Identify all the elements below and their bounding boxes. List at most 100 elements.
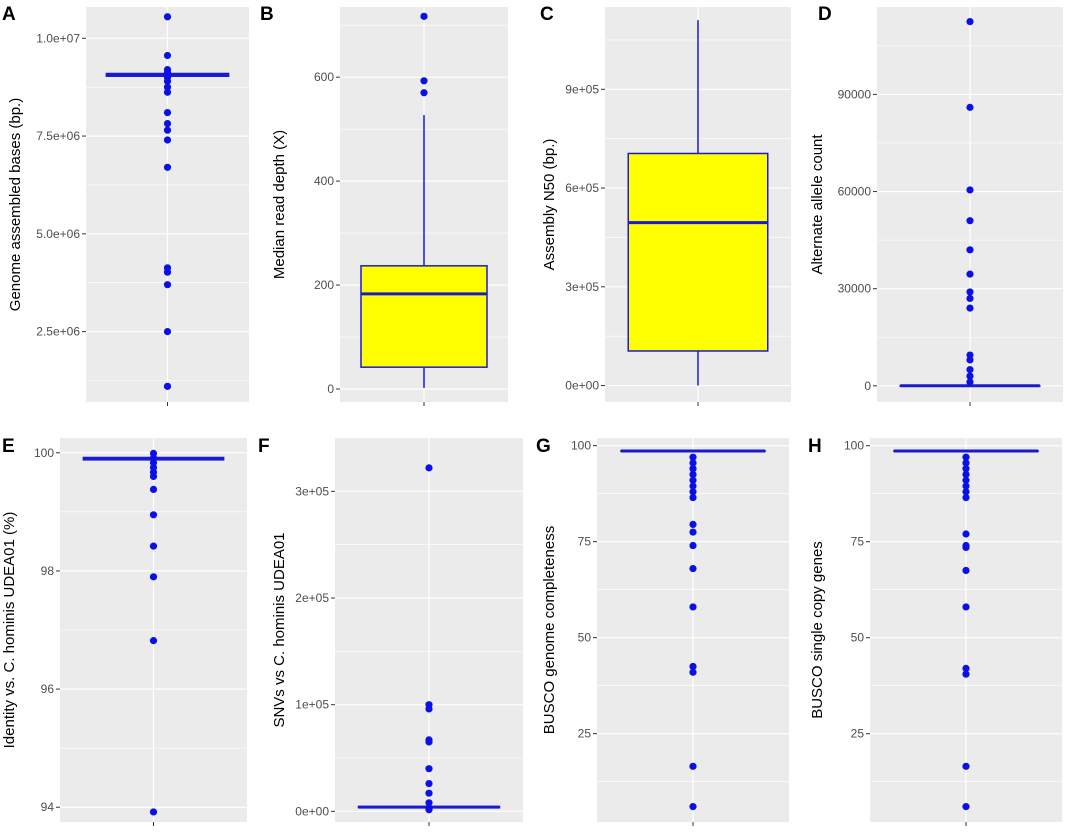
outlier-point [163, 281, 172, 289]
outlier-point [689, 662, 697, 671]
outlier-point [966, 294, 974, 302]
y-tick-label: 100 [844, 439, 864, 453]
outlier-point [962, 470, 970, 479]
outlier-point [966, 270, 974, 278]
y-tick-label: 90000 [838, 87, 872, 101]
outlier-point [163, 77, 172, 85]
panel-b: 0 200 400 600 Median read depth (X) B [260, 4, 508, 406]
outlier-point [163, 13, 172, 21]
outlier-point [420, 89, 428, 97]
outlier-point [149, 542, 158, 550]
panel-d: 0 30000 60000 90000 Alternate allele count D [809, 4, 1063, 406]
outlier-point [966, 17, 974, 26]
y-axis-title: Identity vs. C. hominis UDEA01 (%) [1, 512, 18, 749]
outlier-point [966, 356, 974, 364]
panel-a: 2.5e+06 5.0e+06 7.5e+06 1.0e+07 Genome assem… [2, 4, 249, 406]
outlier-point [425, 780, 433, 788]
y-axis-title: BUSCO genome completeness [541, 526, 558, 734]
outlier-point [962, 459, 970, 467]
y-tick-label: 0e+00 [565, 379, 599, 393]
outlier-point [163, 88, 172, 96]
outlier-point [689, 453, 697, 461]
outlier-point [689, 668, 697, 676]
panel-letter: B [260, 4, 274, 25]
outlier-point [962, 543, 970, 552]
panel-letter: C [540, 4, 554, 25]
y-tick-label: 75 [851, 535, 865, 549]
outlier-point [420, 77, 428, 85]
y-tick-label: 3e+05 [565, 280, 599, 294]
y-tick-label: 0e+00 [295, 804, 329, 818]
outlier-point [962, 493, 970, 502]
outlier-point [163, 108, 172, 117]
y-tick-label: 50 [578, 631, 592, 645]
outlier-point [425, 765, 433, 773]
outlier-point [962, 803, 970, 811]
panel-letter: A [2, 4, 16, 25]
outlier-point [966, 378, 974, 386]
y-tick-label: 2.5e+06 [36, 325, 80, 339]
outlier-point [689, 465, 697, 473]
y-tick-label: 9e+05 [565, 82, 599, 96]
y-tick-label: 0 [327, 382, 334, 396]
outlier-point [689, 762, 697, 770]
outlier-point [689, 493, 697, 502]
outlier-point [966, 304, 974, 312]
panel-e: 94 96 98 100 Identity vs. C. hominis UDEA01 … [1, 436, 247, 826]
outlier-point [966, 366, 974, 374]
outlier-point [163, 136, 172, 144]
y-tick-label: 30000 [838, 282, 872, 296]
outlier-point [962, 762, 970, 770]
y-tick-label: 6e+05 [565, 181, 599, 195]
y-tick-label: 98 [41, 564, 55, 578]
y-tick-label: 25 [578, 727, 592, 741]
panel-f: 0e+00 1e+05 2e+05 3e+05 SNVs vs C. hominis U… [258, 436, 523, 826]
outlier-point [962, 476, 970, 484]
outlier-point [689, 470, 697, 479]
outlier-point [420, 12, 428, 20]
outlier-point [689, 488, 697, 496]
outlier-point [689, 459, 697, 467]
panel-letter: E [2, 436, 15, 457]
outlier-point [689, 482, 697, 490]
outlier-point [163, 51, 172, 60]
outlier-point [962, 482, 970, 490]
outlier-point [689, 476, 697, 484]
y-tick-label: 2e+05 [295, 591, 329, 605]
panel-letter: F [258, 436, 270, 457]
outlier-point [425, 799, 433, 807]
outlier-point [425, 705, 433, 713]
box [627, 152, 769, 352]
outlier-point [149, 472, 158, 480]
y-tick-label: 75 [578, 535, 592, 549]
outlier-point [966, 103, 974, 111]
panel-g: 25 50 75 100 BUSCO genome completeness G [536, 436, 789, 826]
y-tick-label: 100 [571, 439, 591, 453]
outlier-point [962, 465, 970, 473]
outlier-point [962, 670, 970, 678]
y-tick-label: 5.0e+06 [36, 227, 80, 241]
outlier-point [149, 485, 158, 493]
outlier-point [689, 541, 697, 550]
panel-c: 0e+00 3e+05 6e+05 9e+05 Assembly N50 (bp.) C [540, 4, 791, 406]
outlier-point [689, 520, 697, 529]
y-tick-label: 100 [34, 446, 54, 460]
y-tick-label: 400 [314, 174, 334, 188]
y-axis-title: BUSCO single copy genes [809, 541, 826, 719]
outlier-point [163, 268, 172, 276]
y-axis-title: Alternate allele count [809, 134, 826, 275]
outlier-point [689, 603, 697, 611]
box [360, 265, 488, 368]
outlier-point [163, 126, 172, 134]
outlier-point [163, 382, 172, 390]
outlier-point [425, 789, 433, 797]
outlier-point [163, 83, 172, 91]
outlier-point [966, 217, 974, 225]
outlier-point [689, 564, 697, 573]
panel-letter: H [808, 436, 822, 457]
outlier-point [149, 808, 158, 816]
outlier-point [962, 530, 970, 538]
outlier-point [163, 163, 172, 171]
y-tick-label: 0 [864, 379, 871, 393]
outlier-point [163, 119, 172, 128]
